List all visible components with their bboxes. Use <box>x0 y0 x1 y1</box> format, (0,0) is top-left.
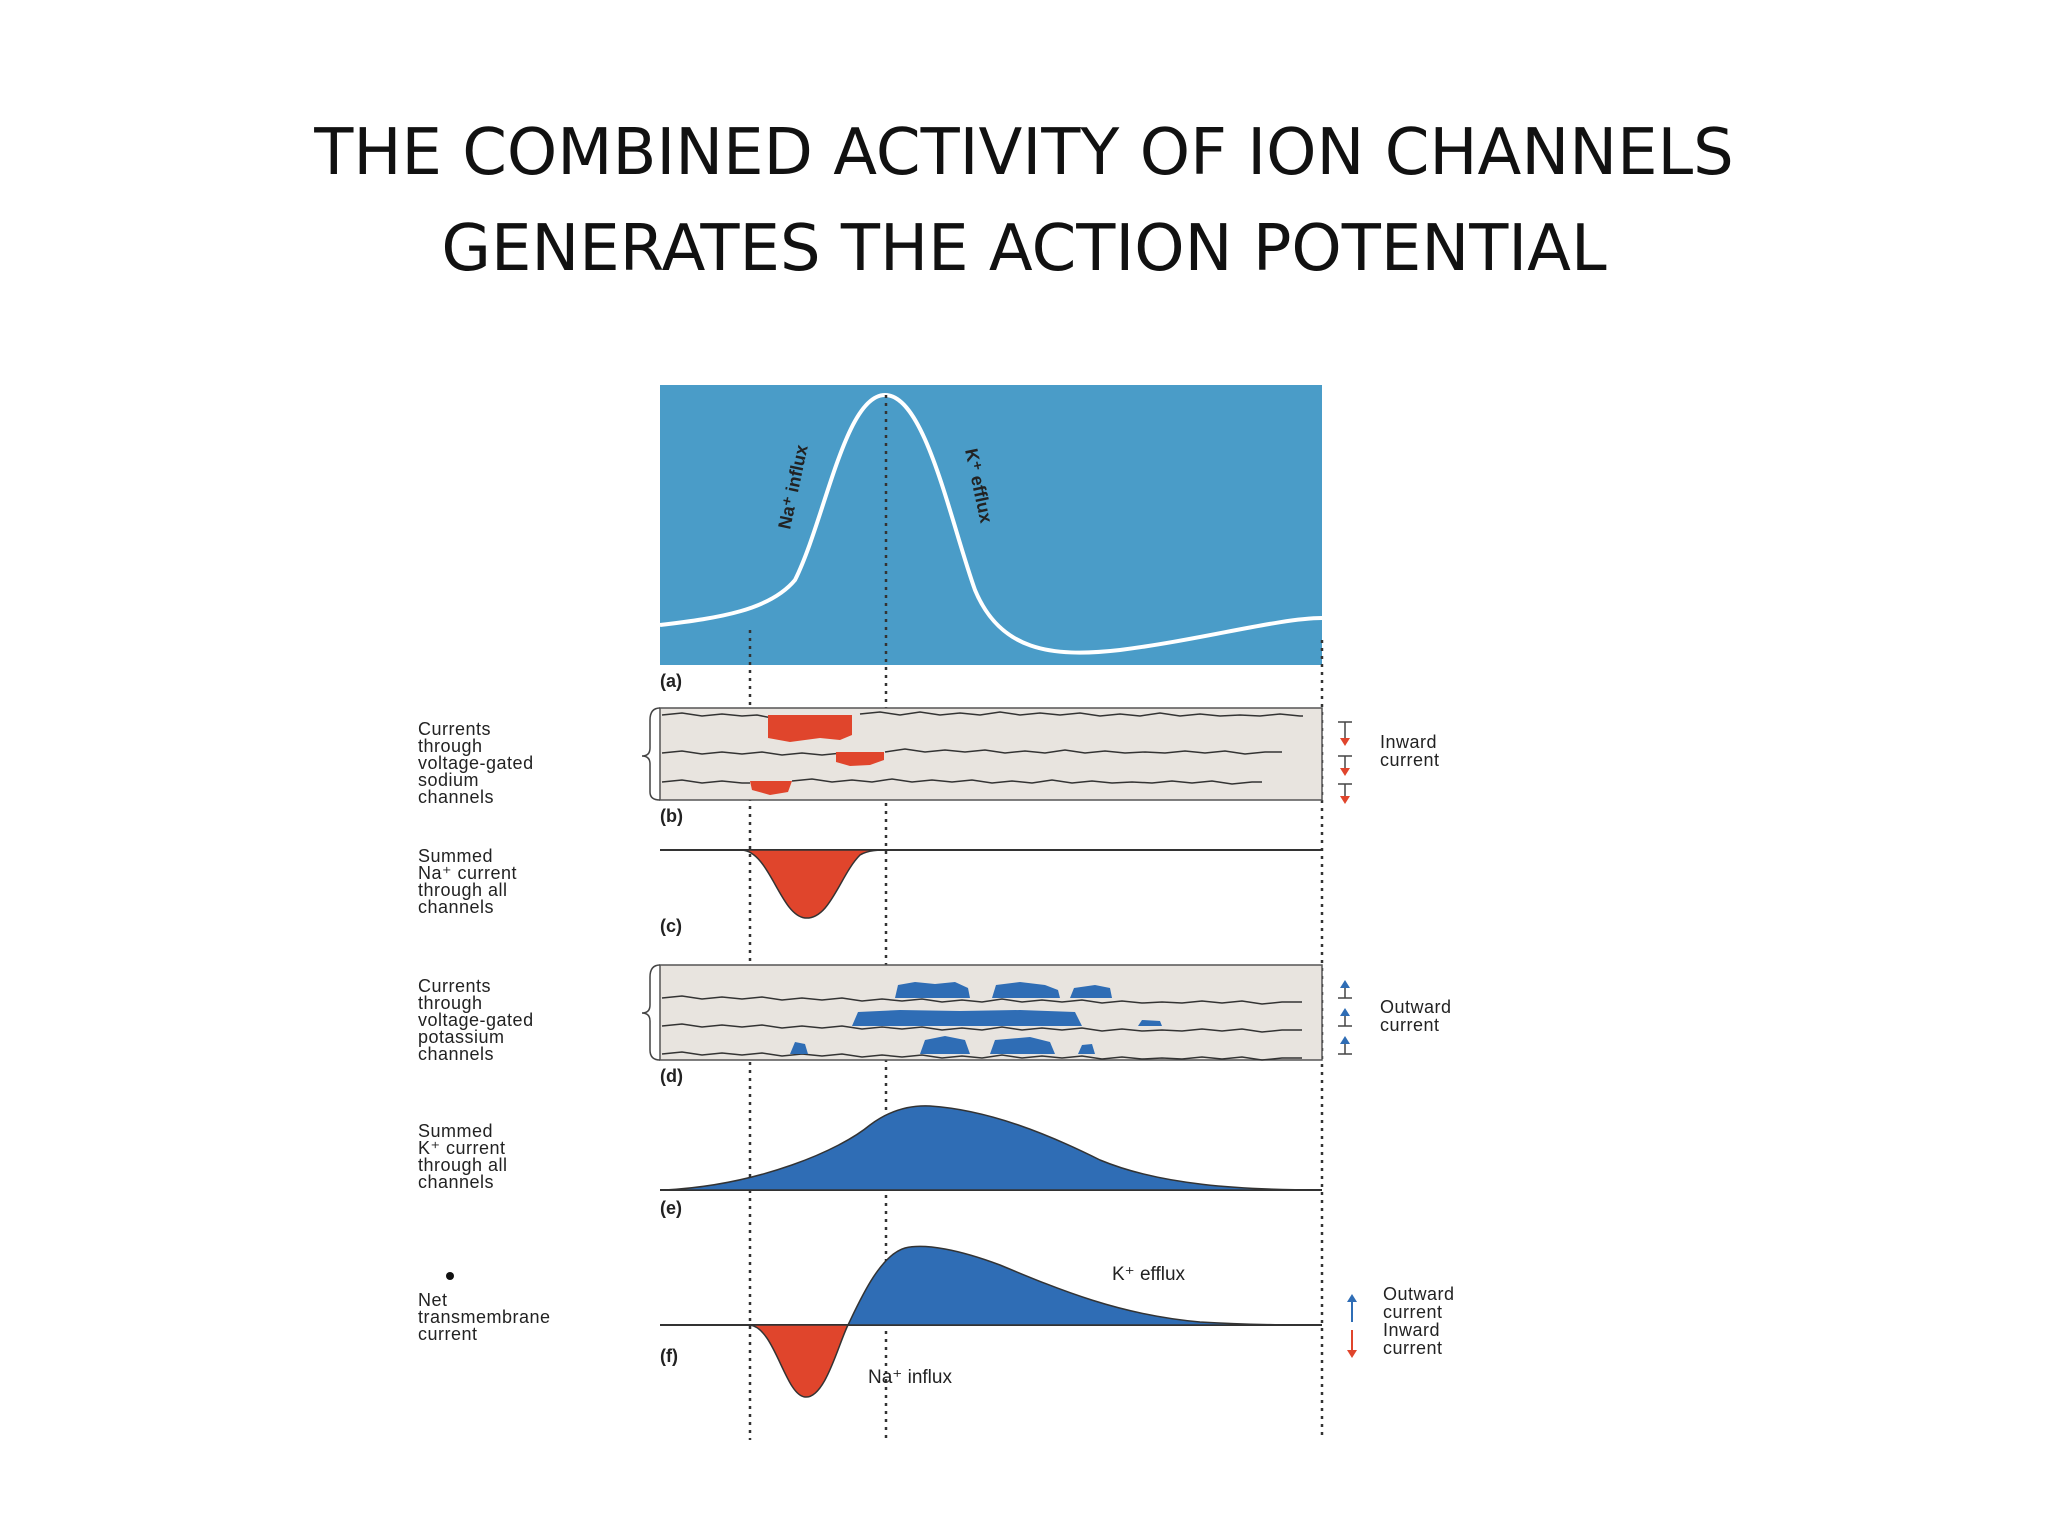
panel-e: Summed K⁺ current through all channels (… <box>418 1105 1323 1218</box>
panel-c-label-line-1: Summed <box>418 846 493 866</box>
k-channel-opening-2b <box>1138 1020 1162 1026</box>
panel-b-label-line-1: Currents <box>418 719 491 739</box>
panel-f-label-line-1: Net <box>418 1290 448 1310</box>
panel-f-label-line-3: current <box>418 1324 478 1344</box>
title-line-2: GENERATES THE ACTION POTENTIAL <box>441 212 1607 286</box>
panel-b: Currents through voltage-gated sodium ch… <box>418 707 1440 826</box>
panel-c: Summed Na⁺ current through all channels … <box>418 846 1322 936</box>
legend-outward-line-2: current <box>1383 1302 1443 1322</box>
panel-b-brace <box>641 707 661 801</box>
k-channel-opening-3c <box>990 1037 1055 1054</box>
up-arrow-icon <box>1347 1294 1357 1302</box>
panel-c-letter: (c) <box>660 916 682 936</box>
panel-c-label-line-2: Na⁺ current <box>418 863 517 883</box>
k-channel-opening-3a <box>790 1042 808 1054</box>
bullet-dot <box>446 1272 454 1280</box>
na-channel-opening-2 <box>836 752 884 766</box>
panel-c-label-line-3: through all <box>418 880 508 900</box>
panel-e-label-line-4: channels <box>418 1172 494 1192</box>
net-outward-current <box>846 1245 1323 1326</box>
up-arrow-icon <box>1340 1036 1350 1044</box>
k-channel-opening-2a <box>852 1010 1082 1026</box>
summed-na-current <box>741 849 887 919</box>
panel-d-label-line-4: potassium <box>418 1027 505 1047</box>
na-channel-opening-3 <box>750 781 792 795</box>
action-potential-curve <box>659 392 1323 655</box>
panel-b-label-line-5: channels <box>418 787 494 807</box>
inward-arrows <box>1338 721 1352 804</box>
panel-b-label-line-2: through <box>418 736 483 756</box>
net-current-legend-arrows <box>1347 1294 1357 1358</box>
panel-f-k-efflux-label: K⁺ efflux <box>1112 1264 1186 1285</box>
down-arrow-icon <box>1340 738 1350 746</box>
panel-d-brace <box>641 964 661 1061</box>
panel-f-letter: (f) <box>660 1346 678 1366</box>
na-channel-trace-1 <box>661 711 1303 719</box>
na-channel-opening-1 <box>768 715 852 742</box>
title-line-1: THE COMBINED ACTIVITY OF ION CHANNELS <box>314 116 1734 190</box>
panel-d-label-line-5: channels <box>418 1044 494 1064</box>
panel-a-background <box>660 385 1322 665</box>
panel-b-right-line-2: current <box>1380 750 1440 770</box>
down-arrow-icon <box>1340 796 1350 804</box>
panel-b-right-line-1: Inward <box>1380 732 1437 752</box>
panel-f-label-line-2: transmembrane <box>418 1307 551 1327</box>
na-channel-trace-2 <box>661 748 1282 756</box>
panel-f: Net transmembrane current (f) K⁺ efflux … <box>418 1245 1455 1398</box>
panel-e-label-line-3: through all <box>418 1155 508 1175</box>
k-channel-opening-1b <box>992 982 1060 998</box>
up-arrow-icon <box>1340 1008 1350 1016</box>
panel-d-right-line-1: Outward <box>1380 997 1452 1017</box>
k-channel-opening-1c <box>1070 985 1112 998</box>
panel-a: Na⁺ influx K⁺ efflux (a) <box>659 385 1323 691</box>
k-channel-opening-3d <box>1078 1044 1095 1054</box>
legend-inward-line-2: current <box>1383 1338 1443 1358</box>
net-inward-current <box>749 1324 850 1398</box>
panel-d: Currents through voltage-gated potassium… <box>418 964 1452 1086</box>
panel-e-label-line-2: K⁺ current <box>418 1138 506 1158</box>
k-channel-trace-3 <box>661 1051 1302 1061</box>
panel-d-label-line-3: voltage-gated <box>418 1010 534 1030</box>
panel-d-right-line-2: current <box>1380 1015 1440 1035</box>
panel-d-label-line-2: through <box>418 993 483 1013</box>
panel-b-letter: (b) <box>660 806 683 826</box>
panel-b-label-line-3: voltage-gated <box>418 753 534 773</box>
panel-f-na-influx-label: Na⁺ influx <box>868 1367 952 1388</box>
na-channel-trace-3 <box>661 778 1262 785</box>
slide-title: THE COMBINED ACTIVITY OF ION CHANNELS GE… <box>0 105 2048 297</box>
up-arrow-icon <box>1340 980 1350 988</box>
k-channel-opening-3b <box>920 1036 970 1054</box>
panel-a-letter: (a) <box>660 671 682 691</box>
summed-k-current <box>664 1105 1323 1191</box>
down-arrow-icon <box>1347 1350 1357 1358</box>
legend-outward-line-1: Outward <box>1383 1284 1455 1304</box>
panel-d-letter: (d) <box>660 1066 683 1086</box>
legend-inward-line-1: Inward <box>1383 1320 1440 1340</box>
k-channel-trace-2 <box>661 1023 1302 1033</box>
panel-c-label-line-4: channels <box>418 897 494 917</box>
k-channel-trace-1 <box>661 995 1302 1005</box>
k-channel-opening-1a <box>895 982 970 998</box>
panel-b-label-line-4: sodium <box>418 770 479 790</box>
panel-e-letter: (e) <box>660 1198 682 1218</box>
down-arrow-icon <box>1340 768 1350 776</box>
panel-e-label-line-1: Summed <box>418 1121 493 1141</box>
outward-arrows <box>1338 980 1352 1055</box>
panel-d-label-line-1: Currents <box>418 976 491 996</box>
